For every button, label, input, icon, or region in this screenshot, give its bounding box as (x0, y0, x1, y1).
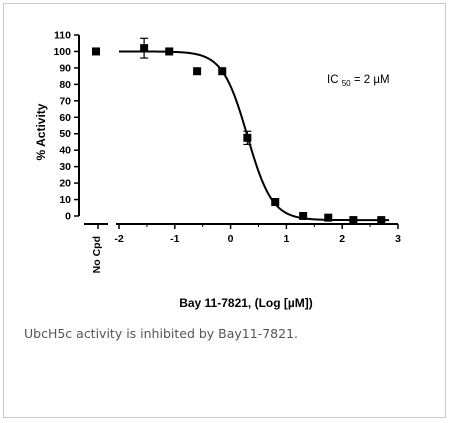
ic50-subscript: 50 (342, 79, 351, 88)
x-tick-label: 2 (339, 233, 345, 245)
x-axis: -2 -1 0 1 2 3 (84, 223, 401, 245)
y-tick-label: 110 (54, 30, 71, 42)
y-axis-label: % Activity (34, 103, 48, 160)
y-tick-label: 60 (59, 112, 71, 124)
fit-curve-line (119, 50, 390, 222)
fit-curve (119, 50, 390, 222)
data-point (299, 212, 308, 220)
data-point (243, 133, 252, 142)
y-tick-label: 70 (59, 95, 71, 107)
x-axis-label: Bay 11-7821, (Log [µM]) (179, 296, 313, 310)
y-tick-label: 10 (59, 194, 71, 206)
data-point (140, 44, 149, 53)
y-tick-label: 90 (59, 62, 71, 74)
data-point (218, 67, 227, 76)
x-tick-label: 3 (395, 233, 401, 245)
y-tick-label: 40 (59, 145, 71, 157)
ic50-value: = 2 µM (354, 74, 390, 86)
no-cpd-point (92, 47, 100, 56)
ic50-label: IC (327, 74, 339, 86)
data-points (140, 37, 386, 225)
data-point (271, 198, 280, 207)
data-point (165, 47, 174, 56)
figure-card: 0 10 20 30 40 50 60 70 80 90 100 110 -2 -1 0 1 2 3 No Cp… (3, 3, 446, 418)
y-tick-label: 50 (59, 128, 71, 140)
x-tick-label: -2 (114, 233, 123, 245)
y-tick-label: 0 (65, 211, 71, 223)
data-point (349, 216, 358, 225)
dose-response-chart: 0 10 20 30 40 50 60 70 80 90 100 110 -2 -1 0 1 2 3 No Cp… (34, 30, 401, 311)
ic50-annotation: IC 50 = 2 µM (327, 74, 390, 89)
no-compound-control: No Cpd (91, 47, 103, 273)
x-tick-label: -1 (170, 233, 179, 245)
y-axis: 0 10 20 30 40 50 60 70 80 90 100 110 (53, 30, 80, 223)
no-cpd-label: No Cpd (91, 236, 103, 273)
y-tick-label: 30 (59, 161, 71, 173)
data-point (193, 67, 202, 76)
y-tick-label: 100 (53, 46, 71, 58)
data-point (377, 216, 386, 225)
x-tick-label: 0 (228, 233, 234, 245)
figure-caption: UbcH5c activity is inhibited by Bay11-78… (24, 326, 298, 341)
data-point (324, 213, 333, 222)
x-tick-label: 1 (283, 233, 289, 245)
y-tick-label: 80 (59, 79, 71, 91)
y-tick-label: 20 (59, 178, 71, 190)
